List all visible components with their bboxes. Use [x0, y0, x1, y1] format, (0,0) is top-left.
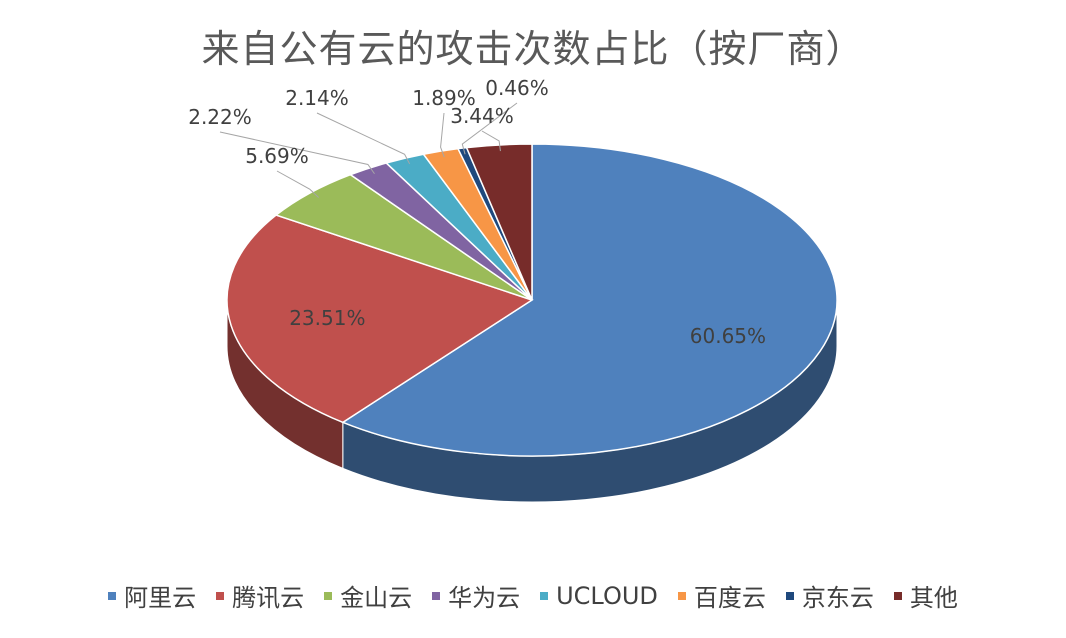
legend-swatch	[540, 591, 549, 600]
chart-legend: 阿里云 腾讯云 金山云 华为云 UCLOUD 百度云 京东云 其他	[0, 578, 1066, 613]
legend-item: 腾讯云	[216, 578, 304, 613]
legend-item: 阿里云	[108, 578, 196, 613]
data-label-slice-6: 1.89%	[412, 86, 476, 110]
data-label-slice-1: 60.65%	[690, 324, 766, 348]
leader-line	[440, 112, 445, 158]
legend-label: 华为云	[448, 584, 521, 612]
legend-swatch	[108, 591, 117, 600]
legend-swatch	[785, 591, 794, 600]
legend-item: UCLOUD	[540, 582, 658, 610]
pie-slice-slice-2	[226, 214, 534, 424]
chart-title: 来自公有云的攻击次数占比（按厂商）	[201, 27, 865, 71]
leader-line	[461, 102, 518, 155]
leader-line	[276, 170, 319, 198]
data-label-slice-7: 0.46%	[485, 76, 549, 100]
legend-swatch	[216, 591, 225, 600]
legend-swatch	[324, 591, 333, 600]
pie-slice-slice-8	[465, 143, 533, 301]
legend-swatch	[677, 591, 686, 600]
legend-swatch	[893, 591, 902, 600]
legend-item: 京东云	[785, 578, 874, 613]
legend-label: 其他	[909, 584, 958, 612]
legend-label: 京东云	[801, 584, 874, 612]
data-label-ucloud: 2.14%	[285, 86, 349, 110]
legend-item: 金山云	[324, 578, 412, 613]
legend-label: 金山云	[340, 584, 413, 612]
legend-label: UCLOUD	[556, 581, 658, 610]
data-label-slice-8: 3.44%	[450, 104, 514, 128]
legend-label: 百度云	[693, 584, 766, 612]
legend-label: 腾讯云	[232, 584, 305, 612]
leader-line	[219, 131, 375, 175]
data-label-slice-2: 23.51%	[289, 306, 365, 330]
legend-item: 华为云	[432, 578, 520, 613]
legend-swatch	[432, 591, 441, 600]
data-label-slice-4: 2.22%	[188, 105, 252, 129]
leader-line	[316, 112, 411, 165]
data-label-slice-3: 5.69%	[245, 144, 309, 168]
legend-label: 阿里云	[124, 584, 197, 612]
leader-line	[481, 130, 501, 152]
pie-slice-slice-1	[341, 143, 838, 457]
legend-item: 其他	[893, 578, 958, 613]
legend-item: 百度云	[677, 578, 766, 613]
